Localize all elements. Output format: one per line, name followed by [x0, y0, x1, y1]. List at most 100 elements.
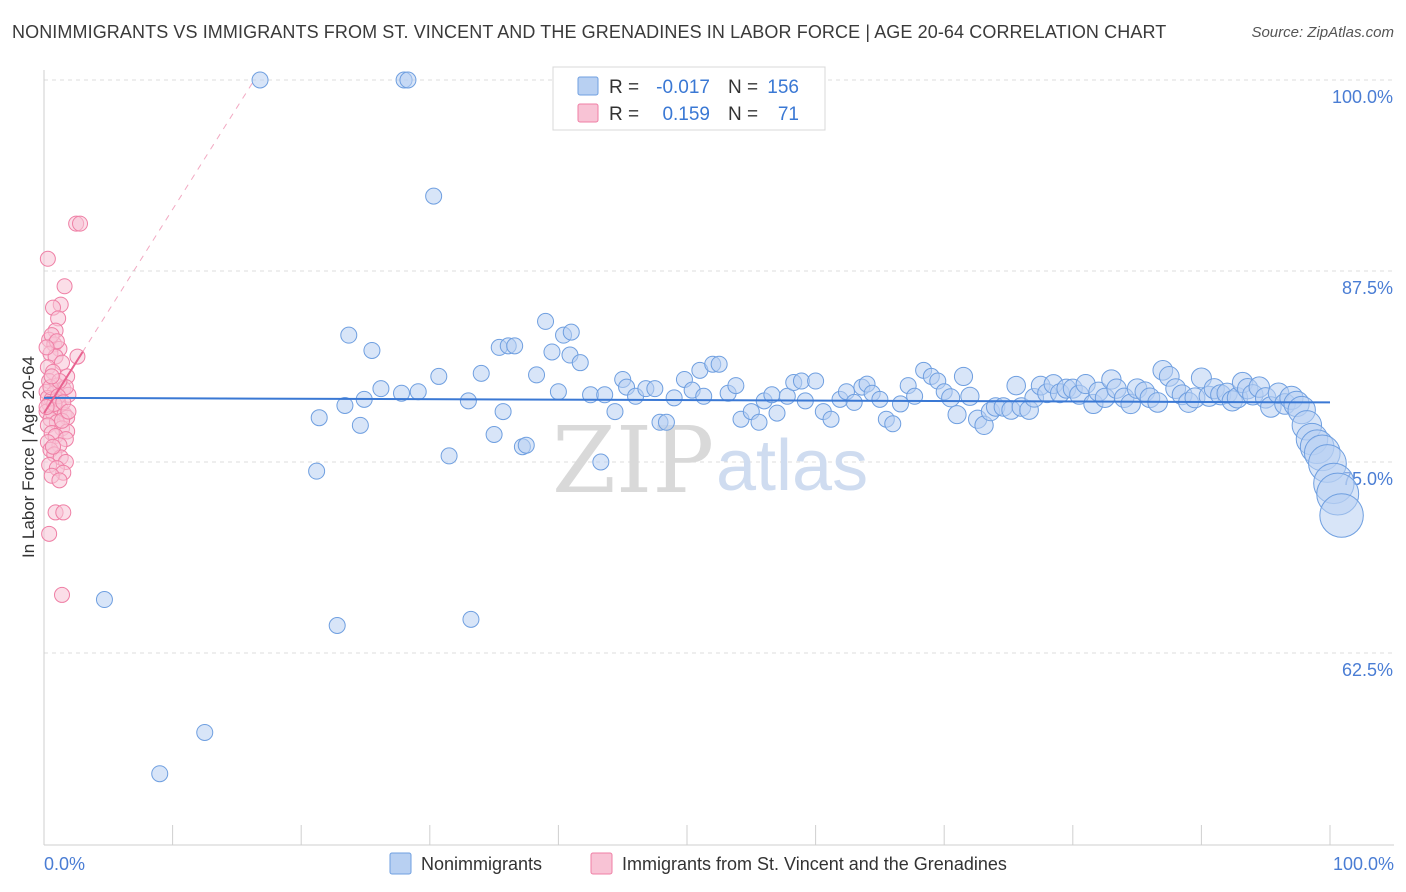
- data-point-nonimmigrants: [459, 392, 477, 410]
- data-point-immigrants: [38, 339, 55, 356]
- y-tick-label: 87.5%: [1342, 278, 1393, 298]
- source-label: Source: ZipAtlas.com: [1251, 24, 1394, 41]
- trendlines: [43, 79, 1331, 414]
- trendline-immigrants: [43, 351, 84, 414]
- chart-title: NONIMMIGRANTS VS IMMIGRANTS FROM ST. VIN…: [12, 22, 1167, 42]
- data-point-nonimmigrants: [95, 591, 113, 609]
- legend-r-value-2: 0.159: [662, 104, 710, 125]
- legend-r-value-1: -0.017: [656, 77, 710, 98]
- data-point-nonimmigrants: [363, 341, 381, 359]
- data-point-nonimmigrants: [409, 383, 427, 401]
- data-point-nonimmigrants: [528, 366, 546, 384]
- data-point-immigrants: [41, 525, 58, 542]
- data-point-nonimmigrants: [845, 393, 863, 411]
- data-point-nonimmigrants: [308, 462, 326, 480]
- data-point-nonimmigrants: [657, 413, 675, 431]
- data-point-nonimmigrants: [340, 326, 358, 344]
- data-point-nonimmigrants: [336, 396, 354, 414]
- y-tick-label: 62.5%: [1342, 660, 1393, 680]
- data-point-nonimmigrants: [953, 366, 974, 387]
- data-point-nonimmigrants: [196, 723, 214, 741]
- data-point-nonimmigrants: [891, 395, 909, 413]
- data-point-nonimmigrants: [884, 415, 902, 433]
- data-point-nonimmigrants: [462, 610, 480, 628]
- legend-n-value-1: 156: [767, 77, 799, 98]
- data-point-nonimmigrants: [710, 355, 728, 373]
- data-point-nonimmigrants: [506, 337, 524, 355]
- data-point-nonimmigrants: [399, 71, 417, 89]
- legend-swatch-blue: [577, 76, 599, 96]
- data-point-nonimmigrants: [606, 403, 624, 421]
- legend-r-label-1: R =: [609, 77, 639, 98]
- data-point-immigrants: [43, 368, 60, 385]
- data-point-nonimmigrants: [871, 390, 889, 408]
- bottom-legend-swatch-pink: [590, 852, 613, 875]
- data-point-nonimmigrants: [151, 765, 169, 783]
- data-point-immigrants: [54, 586, 71, 603]
- data-point-immigrants: [55, 504, 72, 521]
- data-point-nonimmigrants: [494, 403, 512, 421]
- data-point-nonimmigrants: [960, 386, 980, 406]
- data-point-nonimmigrants: [537, 312, 555, 330]
- data-point-nonimmigrants: [807, 372, 825, 390]
- data-point-nonimmigrants: [351, 416, 369, 434]
- x-axis-ticks: [172, 825, 1331, 845]
- data-point-nonimmigrants: [562, 323, 580, 341]
- data-point-nonimmigrants: [750, 413, 768, 431]
- legend-n-label-1: N =: [728, 77, 758, 98]
- data-point-nonimmigrants: [430, 367, 448, 385]
- data-point-nonimmigrants: [665, 389, 683, 407]
- data-point-nonimmigrants: [517, 436, 535, 454]
- bottom-legend-label-immigrants: Immigrants from St. Vincent and the Gren…: [622, 854, 1007, 874]
- data-point-nonimmigrants: [792, 372, 810, 390]
- data-point-nonimmigrants: [393, 384, 411, 402]
- data-point-nonimmigrants: [596, 386, 614, 404]
- blue-series: [95, 71, 1364, 783]
- data-point-immigrants: [56, 278, 73, 295]
- data-point-nonimmigrants: [646, 380, 664, 398]
- data-point-nonimmigrants: [549, 383, 567, 401]
- data-point-nonimmigrants: [822, 410, 840, 428]
- x-tick-label-min: 0.0%: [44, 854, 85, 874]
- data-point-nonimmigrants: [472, 364, 490, 382]
- data-point-nonimmigrants: [941, 388, 961, 408]
- y-tick-label: 100.0%: [1332, 87, 1393, 107]
- data-point-nonimmigrants: [695, 387, 713, 405]
- data-point-immigrants: [51, 472, 68, 489]
- data-point-immigrants: [39, 250, 56, 267]
- y-axis-tick-labels: 62.5%75.0%87.5%100.0%: [1332, 87, 1393, 680]
- bottom-legend-label-nonimmigrants: Nonimmigrants: [421, 854, 542, 874]
- pink-series: [38, 215, 89, 603]
- data-point-nonimmigrants: [440, 447, 458, 465]
- x-tick-label-max: 100.0%: [1333, 854, 1394, 874]
- axes: [43, 70, 1394, 846]
- bottom-legend: Nonimmigrants Immigrants from St. Vincen…: [389, 852, 1007, 875]
- y-axis-label: In Labor Force | Age 20-64: [19, 356, 38, 558]
- data-point-immigrants: [45, 438, 62, 455]
- legend-swatch-pink: [577, 103, 599, 123]
- data-point-nonimmigrants: [1319, 493, 1364, 538]
- legend-r-label-2: R =: [609, 104, 639, 125]
- data-point-nonimmigrants: [328, 616, 346, 634]
- data-point-nonimmigrants: [592, 453, 610, 471]
- data-point-immigrants: [72, 215, 89, 232]
- watermark-atlas: atlas: [716, 426, 868, 506]
- data-point-nonimmigrants: [425, 187, 443, 205]
- data-point-nonimmigrants: [1006, 375, 1026, 396]
- data-point-nonimmigrants: [310, 409, 328, 427]
- data-point-nonimmigrants: [947, 405, 967, 425]
- data-point-nonimmigrants: [571, 354, 589, 372]
- stats-legend: R = -0.017 N = 156 R = 0.159 N = 71: [552, 66, 826, 131]
- data-point-nonimmigrants: [485, 425, 503, 443]
- data-point-nonimmigrants: [543, 343, 561, 361]
- bottom-legend-swatch-blue: [389, 852, 412, 875]
- data-point-nonimmigrants: [768, 404, 786, 422]
- data-point-nonimmigrants: [727, 377, 745, 395]
- watermark-zip: ZIP: [552, 407, 714, 514]
- legend-n-value-2: 71: [778, 104, 799, 125]
- data-point-nonimmigrants: [251, 71, 269, 89]
- data-point-immigrants: [60, 403, 77, 420]
- legend-n-label-2: N =: [728, 104, 758, 125]
- trendline-nonimmigrants: [43, 396, 1331, 404]
